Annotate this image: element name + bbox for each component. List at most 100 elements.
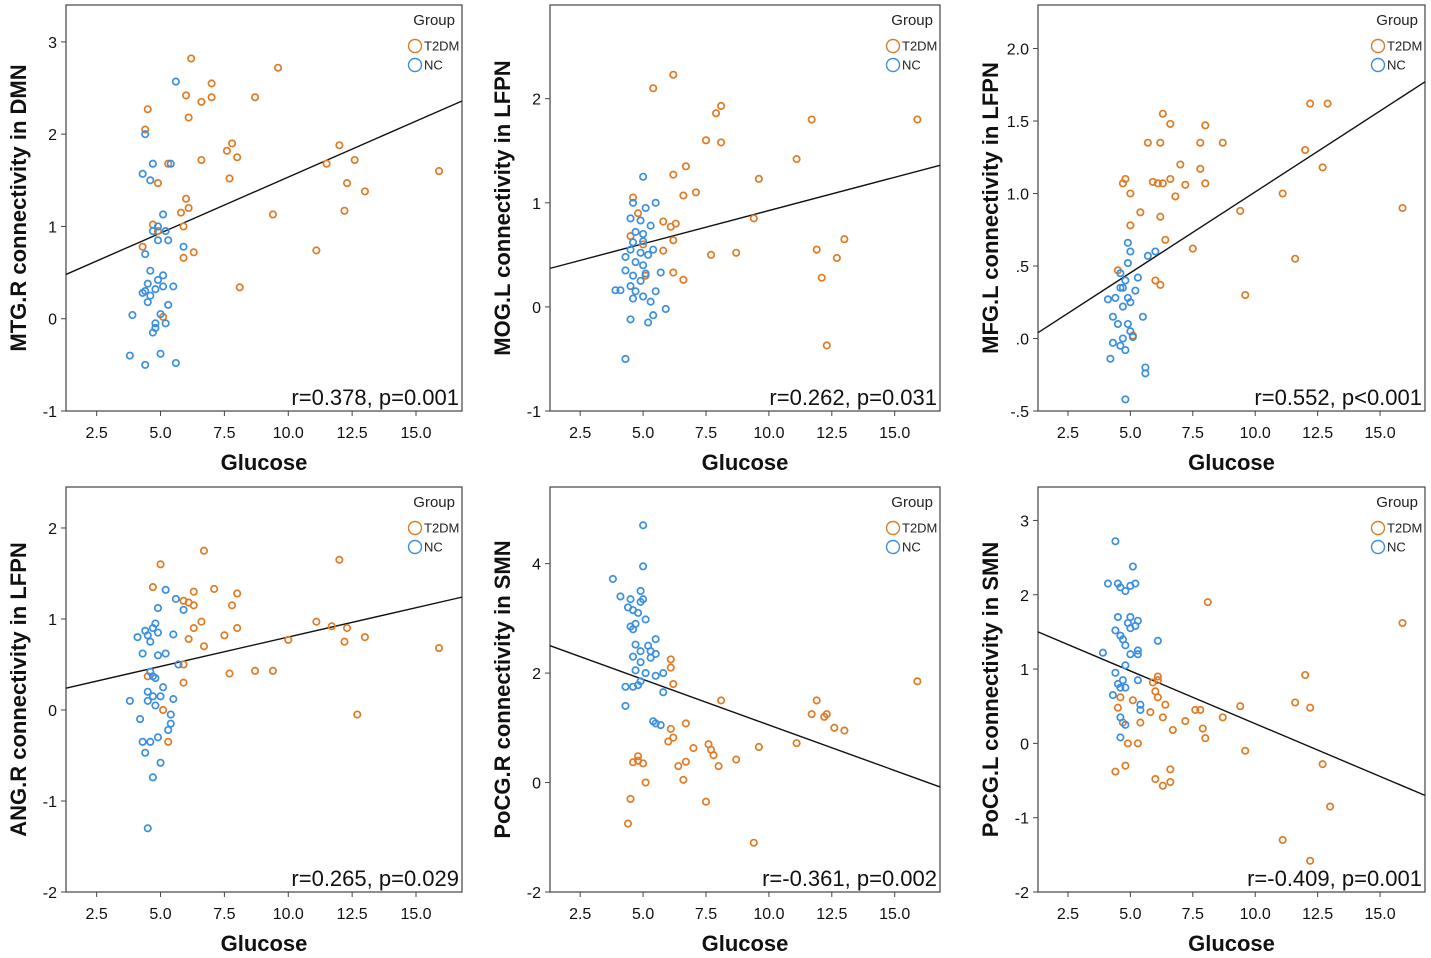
data-point-nc — [1136, 700, 1145, 709]
data-point-nc — [651, 635, 660, 644]
data-point-t2dm — [666, 663, 675, 672]
data-point-nc — [166, 710, 175, 719]
data-point-nc — [639, 261, 648, 270]
data-point-t2dm — [1218, 713, 1227, 722]
data-point-nc — [1126, 624, 1135, 633]
data-point-nc — [639, 172, 648, 181]
data-point-t2dm — [749, 214, 758, 223]
y-axis-title: MTG.R connectivity in DMN — [6, 64, 31, 351]
data-point-nc — [1121, 641, 1130, 650]
x-tick-label: 5.0 — [149, 425, 171, 442]
data-point-t2dm — [233, 153, 242, 162]
data-point-t2dm — [184, 634, 193, 644]
data-point-nc — [1108, 338, 1117, 347]
x-tick-label: 2.5 — [86, 906, 108, 923]
panel-ang-r-lfpn: 2.5 5.0 7.5 10.0 12.5 15.0 -2 -1 0 1 2 Glucose ANG.R… — [6, 486, 463, 956]
data-point-nc — [631, 640, 640, 649]
panel-mog-l-lfpn: 2.5 5.0 7.5 10.0 12.5 15.0 -1 0 1 2 Glucose MOG.L c… — [490, 4, 941, 475]
data-point-nc — [1111, 293, 1120, 302]
y-tick-label: 0 — [48, 312, 57, 329]
data-point-nc — [1116, 683, 1125, 692]
data-point-nc — [1111, 537, 1120, 546]
panel-pocg-r-smn: 2.5 5.0 7.5 10.0 12.5 15.0 -2 0 2 4 Glucose PoCG.R … — [490, 486, 941, 956]
data-point-t2dm — [1278, 835, 1287, 845]
legend-label-t2dm: T2DM — [902, 521, 937, 536]
x-tick-label: 7.5 — [1182, 906, 1204, 923]
data-point-t2dm — [268, 666, 277, 675]
data-point-t2dm — [807, 115, 816, 124]
legend-label-t2dm: T2DM — [424, 521, 459, 536]
data-point-nc — [626, 595, 635, 604]
data-point-t2dm — [669, 170, 678, 179]
data-point-t2dm — [199, 546, 209, 555]
data-point-t2dm — [225, 174, 234, 183]
data-point-nc — [1116, 713, 1125, 722]
data-point-t2dm — [1218, 138, 1227, 147]
data-point-nc — [628, 198, 638, 207]
x-tick-label: 5.0 — [632, 425, 654, 442]
scatter-panels: 2.5 5.0 7.5 10.0 12.5 15.0-10123GlucoseMTG.R … — [6, 4, 1426, 956]
x-tick-label: 10.0 — [273, 425, 304, 442]
data-point-t2dm — [1146, 708, 1155, 717]
data-point-nc — [146, 266, 155, 275]
data-point-t2dm — [360, 187, 369, 196]
data-point-t2dm — [659, 217, 668, 226]
data-point-nc — [646, 297, 655, 306]
x-tick-label: 10.0 — [273, 906, 304, 923]
data-point-nc — [628, 271, 638, 280]
data-point-nc — [641, 269, 650, 278]
data-point-t2dm — [669, 268, 678, 277]
data-point-t2dm — [1133, 739, 1142, 748]
data-point-t2dm — [1148, 177, 1157, 186]
x-tick-label: 12.5 — [1302, 425, 1333, 442]
data-point-nc — [621, 701, 630, 710]
data-point-t2dm — [669, 236, 678, 245]
data-point-t2dm — [817, 273, 826, 282]
x-axis-title: Glucose — [221, 931, 308, 956]
data-point-nc — [639, 229, 648, 239]
data-point-nc — [1123, 238, 1132, 247]
y-tick-label: -1 — [1015, 811, 1029, 828]
data-point-t2dm — [182, 194, 191, 203]
y-tick-label: 1 — [48, 612, 57, 629]
data-point-nc — [169, 630, 178, 639]
data-point-t2dm — [1153, 179, 1162, 188]
series-t2dm — [1113, 99, 1407, 340]
data-point-t2dm — [1128, 696, 1137, 705]
y-axis-title: MOG.L connectivity in LFPN — [490, 60, 515, 355]
data-point-t2dm — [634, 209, 643, 218]
data-point-t2dm — [284, 635, 293, 644]
legend-title: Group — [1376, 494, 1418, 511]
series-nc — [611, 172, 670, 363]
data-point-t2dm — [228, 139, 237, 148]
data-point-nc — [153, 275, 163, 285]
data-point-t2dm — [792, 739, 801, 748]
legend-marker-nc — [1370, 57, 1386, 73]
data-point-t2dm — [679, 191, 688, 200]
data-point-t2dm — [189, 248, 198, 257]
data-point-t2dm — [235, 283, 244, 292]
data-point-t2dm — [1278, 189, 1287, 198]
x-axis-title: Glucose — [702, 931, 789, 956]
data-point-t2dm — [327, 622, 336, 631]
y-tick-label: 2 — [48, 127, 57, 144]
data-point-nc — [1128, 562, 1137, 571]
y-tick-label: -2 — [527, 885, 541, 902]
data-point-nc — [639, 237, 648, 246]
data-point-nc — [1113, 319, 1122, 329]
data-point-t2dm — [222, 146, 232, 155]
data-point-nc — [626, 245, 635, 254]
data-point-t2dm — [732, 755, 741, 764]
data-point-nc — [626, 282, 635, 291]
data-point-nc — [628, 682, 638, 691]
series-nc — [608, 521, 668, 730]
data-point-t2dm — [1158, 109, 1167, 118]
data-point-t2dm — [623, 819, 633, 828]
data-point-nc — [1116, 269, 1125, 278]
data-point-nc — [1133, 676, 1142, 685]
legend-title: Group — [1376, 12, 1418, 29]
data-point-nc — [626, 214, 635, 223]
data-point-nc — [636, 647, 645, 656]
data-point-nc — [166, 719, 175, 728]
data-point-nc — [153, 628, 163, 637]
